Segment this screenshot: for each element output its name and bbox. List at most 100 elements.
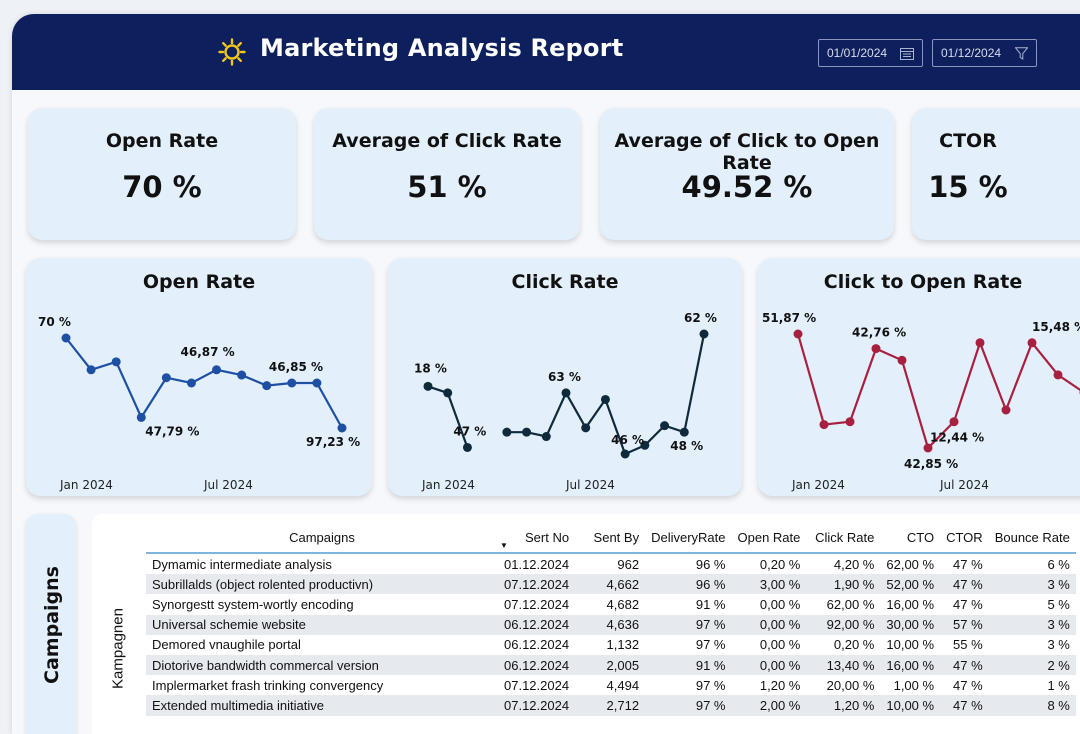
column-header-click-rate[interactable]: Click Rate bbox=[806, 522, 880, 553]
table-cell: 47 % bbox=[940, 675, 989, 695]
data-label: 46,87 % bbox=[181, 345, 235, 359]
table-cell: 07.12.2024 bbox=[498, 574, 575, 594]
data-point[interactable] bbox=[976, 338, 985, 347]
data-point[interactable] bbox=[872, 344, 881, 353]
data-label: 46 % bbox=[611, 433, 644, 447]
table-cell: 3 % bbox=[989, 574, 1076, 594]
data-point[interactable] bbox=[187, 379, 196, 388]
data-point[interactable] bbox=[237, 371, 246, 380]
table-cell: Extended multimedia initiative bbox=[146, 695, 498, 715]
data-point[interactable] bbox=[87, 365, 96, 374]
data-point[interactable] bbox=[287, 379, 296, 388]
data-point[interactable] bbox=[212, 365, 221, 374]
table-cell: 4,682 bbox=[575, 594, 645, 614]
open-rate-chart: 70 %47,79 %46,87 %46,85 %97,23 %Jan 2024… bbox=[26, 258, 372, 496]
table-cell: 97 % bbox=[645, 615, 731, 635]
data-point[interactable] bbox=[660, 421, 669, 430]
kpi-card-open-rate: Open Rate 70 % bbox=[28, 108, 296, 240]
data-point[interactable] bbox=[312, 379, 321, 388]
end-date-input[interactable]: 01/12/2024 bbox=[932, 39, 1037, 67]
data-point[interactable] bbox=[601, 395, 610, 404]
click-rate-chart-card: Click Rate 18 %47 %63 %46 %48 %62 %Jan 2… bbox=[388, 258, 742, 496]
table-cell: 0,00 % bbox=[732, 655, 807, 675]
data-point[interactable] bbox=[1028, 338, 1037, 347]
data-label: 63 % bbox=[548, 370, 581, 384]
data-point[interactable] bbox=[262, 381, 271, 390]
data-label: 42,76 % bbox=[852, 326, 906, 340]
table-cell: 4,20 % bbox=[806, 553, 880, 574]
data-point[interactable] bbox=[502, 428, 511, 437]
data-point[interactable] bbox=[542, 432, 551, 441]
data-point[interactable] bbox=[1054, 370, 1063, 379]
table-cell: 10,00 % bbox=[880, 695, 940, 715]
column-header-delivery-rate[interactable]: DeliveryRate bbox=[645, 522, 731, 553]
table-cell: 47 % bbox=[940, 695, 989, 715]
table-cell: 06.12.2024 bbox=[498, 615, 575, 635]
data-point[interactable] bbox=[463, 443, 472, 452]
data-point[interactable] bbox=[522, 428, 531, 437]
table-cell: 91 % bbox=[645, 594, 731, 614]
table-cell: 47 % bbox=[940, 574, 989, 594]
data-point[interactable] bbox=[898, 356, 907, 365]
table-cell: 16,00 % bbox=[880, 655, 940, 675]
column-header-bounce-rate[interactable]: Bounce Rate bbox=[989, 522, 1076, 553]
column-header-cto[interactable]: CTO bbox=[880, 522, 940, 553]
table-cell: 962 bbox=[575, 553, 645, 574]
start-date-input[interactable]: 01/01/2024 bbox=[818, 39, 923, 67]
table-row[interactable]: Subrillalds (object rolented productivn)… bbox=[146, 574, 1076, 594]
data-point[interactable] bbox=[62, 334, 71, 343]
column-header-sert-no[interactable]: ▼Sert No bbox=[498, 522, 575, 553]
table-cell: 1,00 % bbox=[880, 675, 940, 695]
table-cell: 52,00 % bbox=[880, 574, 940, 594]
data-point[interactable] bbox=[112, 357, 121, 366]
data-point[interactable] bbox=[338, 424, 347, 433]
calendar-icon[interactable] bbox=[900, 47, 914, 60]
data-label: 42,85 % bbox=[904, 457, 958, 471]
table-cell: 97 % bbox=[645, 675, 731, 695]
table-cell: 96 % bbox=[645, 553, 731, 574]
data-point[interactable] bbox=[137, 413, 146, 422]
data-point[interactable] bbox=[924, 444, 933, 453]
table-cell: 91 % bbox=[645, 655, 731, 675]
data-point[interactable] bbox=[950, 417, 959, 426]
click-to-open-chart: 51,87 %42,76 %42,85 %12,44 %15,48 %44,44… bbox=[758, 258, 1080, 496]
kpi-card-click-to-open: Average of Click to Open Rate 49.52 % bbox=[600, 108, 894, 240]
filter-icon[interactable] bbox=[1015, 47, 1028, 60]
column-header-open-rate[interactable]: Open Rate bbox=[732, 522, 807, 553]
table-cell: 2,00 % bbox=[732, 695, 807, 715]
column-header-ctor[interactable]: CTOR bbox=[940, 522, 989, 553]
data-point[interactable] bbox=[820, 420, 829, 429]
kpi-card-click-rate: Average of Click Rate 51 % bbox=[314, 108, 580, 240]
data-point[interactable] bbox=[794, 330, 803, 339]
sun-gear-icon bbox=[218, 38, 246, 66]
data-point[interactable] bbox=[424, 382, 433, 391]
data-point[interactable] bbox=[443, 388, 452, 397]
data-point[interactable] bbox=[846, 417, 855, 426]
data-point[interactable] bbox=[581, 423, 590, 432]
kpi-card-ctor: CTOR 15 % bbox=[912, 108, 1080, 240]
data-point[interactable] bbox=[621, 450, 630, 459]
table-cell: 92,00 % bbox=[806, 615, 880, 635]
column-header-sent-by[interactable]: Sent By bbox=[575, 522, 645, 553]
table-cell: 3 % bbox=[989, 635, 1076, 655]
campaigns-tab[interactable]: Campaigns bbox=[26, 514, 76, 734]
table-cell: 55 % bbox=[940, 635, 989, 655]
data-point[interactable] bbox=[1002, 406, 1011, 415]
data-point[interactable] bbox=[700, 330, 709, 339]
data-point[interactable] bbox=[562, 388, 571, 397]
sort-desc-icon[interactable]: ▼ bbox=[500, 541, 508, 550]
data-point[interactable] bbox=[162, 373, 171, 382]
table-cell: 47 % bbox=[940, 594, 989, 614]
data-point[interactable] bbox=[680, 428, 689, 437]
x-tick-label: Jan 2024 bbox=[421, 478, 475, 492]
table-cell: 06.12.2024 bbox=[498, 655, 575, 675]
column-header-campaigns[interactable]: Campaigns bbox=[146, 522, 498, 553]
table-cell: 13,40 % bbox=[806, 655, 880, 675]
